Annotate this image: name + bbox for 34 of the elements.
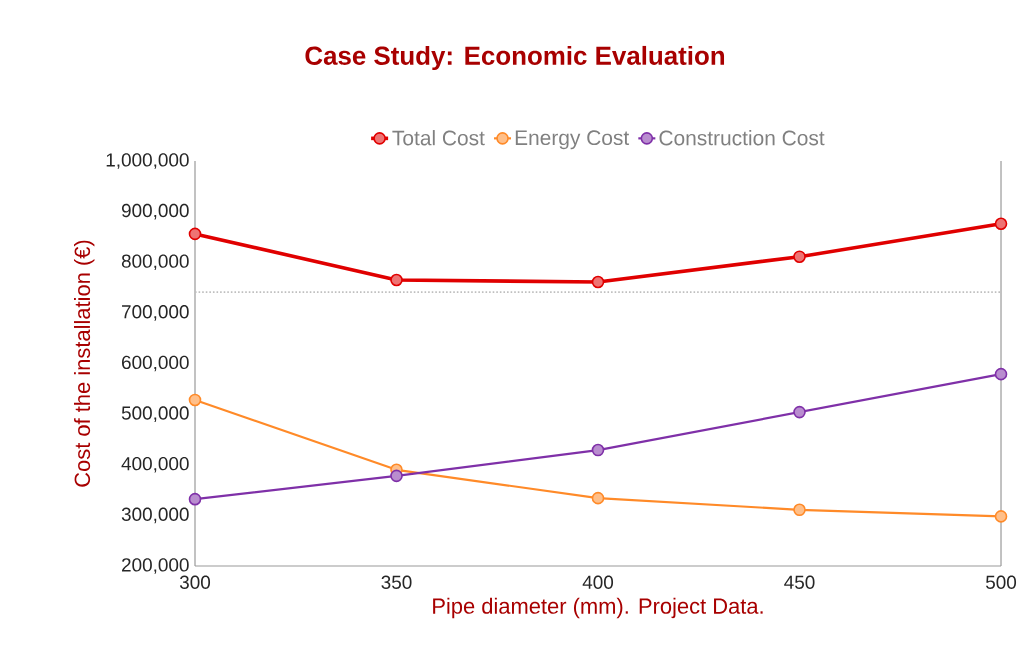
chart-title: Case Study: Economic Evaluation: [305, 45, 725, 71]
y-tick-label: 400,000: [121, 456, 189, 473]
x-axis-title: Pipe diameter (mm). Project Data.: [433, 597, 763, 619]
point: [793, 250, 806, 263]
point: [793, 405, 806, 419]
point: [994, 510, 1008, 523]
point: [188, 492, 202, 506]
y-tick-label: 500,000: [121, 406, 189, 422]
point: [591, 275, 605, 289]
point: [994, 367, 1008, 381]
legend-label: Energy Cost: [515, 130, 630, 150]
x-tick-label: 450: [784, 575, 815, 589]
y-tick-label: 800,000: [121, 254, 189, 271]
point: [591, 443, 605, 457]
y-tick-label: 200,000: [122, 558, 189, 574]
legend-label: Construction Cost: [659, 130, 825, 146]
point: [994, 217, 1008, 231]
point: [793, 503, 806, 517]
point: [188, 227, 202, 241]
x-tick-label: 300: [179, 575, 211, 589]
y-tick-label: 600,000: [122, 355, 189, 372]
point: [591, 491, 605, 505]
y-tick-label: 300,000: [121, 507, 189, 524]
x-tick-label: 500: [985, 575, 1017, 589]
point: [390, 273, 403, 287]
x-tick-label: 350: [381, 575, 412, 589]
legend-label: Total Cost: [392, 130, 485, 146]
y-tick-label: 1,000,000: [106, 153, 189, 169]
y-tick-label: 700,000: [122, 305, 189, 321]
point: [188, 393, 202, 407]
y-axis-title: Cost of the installation (€): [74, 240, 95, 487]
y-tick-label: 900,000: [121, 203, 189, 220]
point: [390, 469, 403, 483]
x-tick-label: 400: [582, 575, 614, 589]
